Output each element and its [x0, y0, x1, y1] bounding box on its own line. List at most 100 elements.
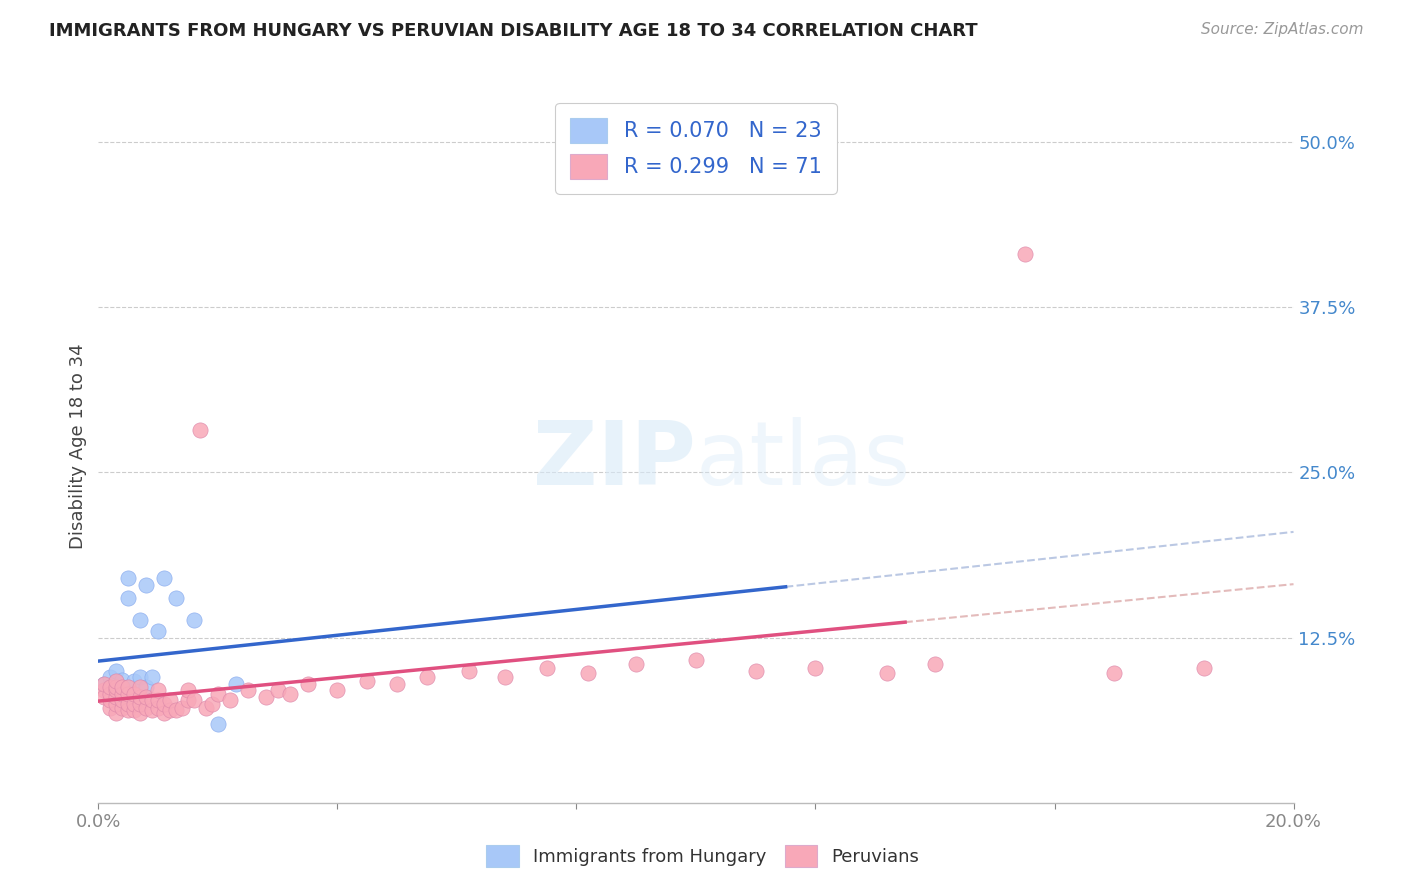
Point: [626, 657, 648, 671]
Point: [124, 703, 146, 717]
Point: [278, 688, 301, 702]
Text: ZIP: ZIP: [533, 417, 696, 504]
Point: [124, 674, 146, 689]
Point: [117, 680, 139, 694]
Point: [236, 683, 259, 698]
Point: [105, 674, 128, 689]
Point: [153, 706, 176, 720]
Point: [105, 690, 128, 704]
Point: [267, 683, 290, 698]
Point: [117, 591, 139, 605]
Legend: Immigrants from Hungary, Peruvians: Immigrants from Hungary, Peruvians: [479, 838, 927, 874]
Point: [183, 692, 205, 706]
Point: [876, 666, 898, 681]
Point: [111, 700, 134, 714]
Point: [111, 680, 134, 694]
Point: [111, 688, 134, 702]
Point: [536, 661, 558, 675]
Point: [578, 666, 600, 681]
Legend: R = 0.070   N = 23, R = 0.299   N = 71: R = 0.070 N = 23, R = 0.299 N = 71: [555, 103, 837, 194]
Point: [129, 690, 152, 704]
Point: [117, 688, 139, 702]
Point: [183, 614, 205, 628]
Point: [117, 697, 139, 711]
Point: [458, 664, 481, 678]
Point: [141, 692, 163, 706]
Point: [685, 653, 707, 667]
Point: [159, 703, 181, 717]
Text: atlas: atlas: [696, 417, 911, 504]
Point: [105, 683, 128, 698]
Point: [177, 683, 200, 698]
Point: [148, 683, 170, 698]
Point: [153, 571, 176, 585]
Point: [124, 697, 146, 711]
Point: [225, 677, 247, 691]
Point: [195, 700, 218, 714]
Point: [153, 697, 176, 711]
Point: [177, 692, 200, 706]
Point: [172, 700, 194, 714]
Point: [159, 692, 181, 706]
Point: [148, 692, 170, 706]
Text: IMMIGRANTS FROM HUNGARY VS PERUVIAN DISABILITY AGE 18 TO 34 CORRELATION CHART: IMMIGRANTS FROM HUNGARY VS PERUVIAN DISA…: [49, 22, 977, 40]
Point: [117, 703, 139, 717]
Point: [165, 703, 187, 717]
Point: [129, 706, 152, 720]
Point: [416, 670, 439, 684]
Point: [135, 700, 157, 714]
Point: [105, 680, 128, 694]
Point: [105, 690, 128, 704]
Point: [297, 677, 319, 691]
Point: [745, 664, 768, 678]
Point: [111, 692, 134, 706]
Point: [141, 703, 163, 717]
Point: [148, 700, 170, 714]
Point: [105, 706, 128, 720]
Point: [124, 688, 146, 702]
Point: [924, 657, 946, 671]
Point: [165, 591, 187, 605]
Point: [93, 677, 115, 691]
Point: [117, 571, 139, 585]
Point: [129, 670, 152, 684]
Point: [117, 680, 139, 694]
Point: [148, 624, 170, 638]
Point: [1192, 661, 1215, 675]
Point: [111, 673, 134, 687]
Point: [385, 677, 409, 691]
Point: [98, 680, 122, 694]
Point: [98, 688, 122, 702]
Point: [207, 716, 229, 731]
Point: [129, 680, 152, 694]
Point: [494, 670, 516, 684]
Text: Source: ZipAtlas.com: Source: ZipAtlas.com: [1201, 22, 1364, 37]
Point: [804, 661, 827, 675]
Point: [135, 680, 157, 694]
Point: [93, 690, 115, 704]
Point: [105, 697, 128, 711]
Point: [111, 683, 134, 698]
Point: [98, 680, 122, 694]
Point: [201, 697, 224, 711]
Point: [188, 423, 211, 437]
Point: [1104, 666, 1126, 681]
Point: [129, 697, 152, 711]
Point: [129, 614, 152, 628]
Point: [207, 688, 229, 702]
Point: [135, 690, 157, 704]
Point: [98, 670, 122, 684]
Point: [93, 677, 115, 691]
Point: [98, 692, 122, 706]
Point: [254, 690, 277, 704]
Point: [326, 683, 349, 698]
Y-axis label: Disability Age 18 to 34: Disability Age 18 to 34: [69, 343, 87, 549]
Point: [219, 692, 242, 706]
Point: [98, 700, 122, 714]
Point: [356, 674, 378, 689]
Point: [1014, 247, 1036, 261]
Point: [105, 664, 128, 678]
Point: [93, 683, 115, 698]
Point: [105, 674, 128, 689]
Point: [135, 578, 157, 592]
